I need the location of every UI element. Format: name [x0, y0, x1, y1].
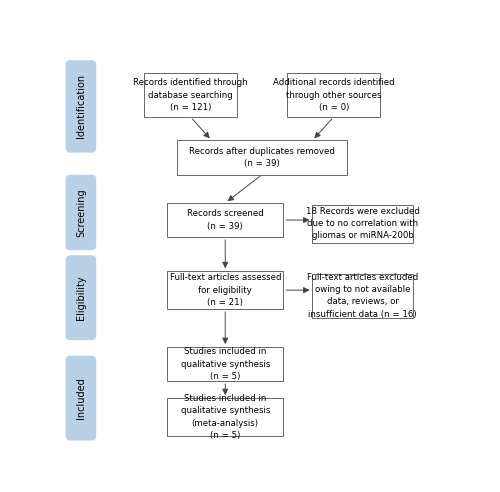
Text: Records identified through
database searching
(n = 121): Records identified through database sear…	[133, 78, 248, 112]
Text: Records screened
(n = 39): Records screened (n = 39)	[187, 210, 264, 231]
Text: Studies included in
qualitative synthesis
(n = 5): Studies included in qualitative synthesi…	[180, 347, 270, 381]
Text: Additional records identified
through other sources
(n = 0): Additional records identified through ot…	[273, 78, 394, 112]
Bar	[167, 347, 284, 381]
FancyBboxPatch shape	[66, 60, 96, 153]
Text: 18 Records were excluded
due to no correlation with
gliomas or miRNA-200b: 18 Records were excluded due to no corre…	[306, 207, 420, 241]
Text: Full-text articles assessed
for eligibility
(n = 21): Full-text articles assessed for eligibil…	[170, 274, 281, 307]
Text: Included: Included	[76, 377, 86, 419]
Text: Screening: Screening	[76, 188, 86, 237]
Bar	[312, 205, 413, 243]
FancyBboxPatch shape	[66, 356, 96, 440]
Bar	[312, 274, 413, 318]
Text: Eligibility: Eligibility	[76, 276, 86, 320]
Bar	[167, 271, 284, 309]
Text: Records after duplicates removed
(n = 39): Records after duplicates removed (n = 39…	[189, 147, 335, 168]
Bar	[167, 203, 284, 237]
Bar	[144, 73, 237, 117]
Text: Identification: Identification	[76, 74, 86, 138]
Bar	[167, 398, 284, 436]
Bar	[287, 73, 380, 117]
FancyBboxPatch shape	[66, 175, 96, 250]
Text: Studies included in
qualitative synthesis
(meta-analysis)
(n = 5): Studies included in qualitative synthesi…	[180, 394, 270, 440]
Text: Full-text articles excluded
owing to not available
data, reviews, or
insufficien: Full-text articles excluded owing to not…	[307, 273, 418, 318]
Bar	[177, 141, 348, 175]
FancyBboxPatch shape	[66, 255, 96, 340]
